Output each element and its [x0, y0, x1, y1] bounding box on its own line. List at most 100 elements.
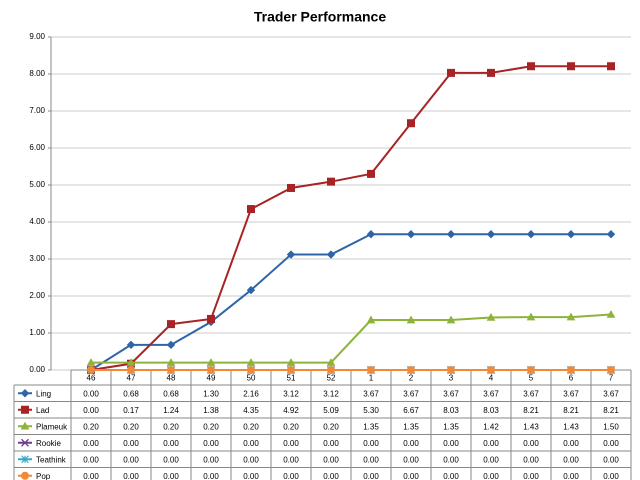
table-value: 5.09: [323, 406, 339, 415]
table-value: 0.00: [243, 455, 259, 464]
marker: [607, 62, 615, 71]
table-value: 0.00: [283, 439, 299, 448]
marker: [366, 230, 376, 239]
table-value: 1.35: [363, 422, 379, 431]
table-value: 0.00: [203, 472, 219, 480]
table-value: 0.20: [123, 422, 139, 431]
marker: [527, 366, 535, 374]
marker: [286, 358, 296, 366]
marker: [246, 358, 256, 366]
table-value: 0.20: [243, 422, 259, 431]
table-value: 0.00: [443, 472, 459, 480]
chart-title: Trader Performance: [254, 9, 386, 25]
marker: [486, 312, 496, 321]
y-tick-label: 0.00: [29, 365, 45, 374]
x-tick-label: 4: [489, 374, 494, 383]
legend-label: Rookie: [36, 439, 61, 448]
table-value: 1.50: [603, 422, 619, 431]
table-value: 4.35: [243, 406, 259, 415]
marker: [326, 358, 336, 366]
marker: [487, 366, 495, 374]
table-value: 0.00: [83, 439, 99, 448]
marker: [207, 314, 215, 323]
table-value: 0.68: [163, 389, 179, 398]
table-value: 0.00: [323, 455, 339, 464]
table-value: 0.00: [563, 472, 579, 480]
table-value: 1.42: [483, 422, 499, 431]
table-value: 0.00: [443, 439, 459, 448]
table-value: 0.00: [403, 472, 419, 480]
marker: [166, 340, 176, 350]
table-value: 0.00: [603, 472, 619, 480]
table-value: 1.43: [563, 422, 579, 431]
marker: [526, 230, 536, 239]
table-value: 0.00: [203, 455, 219, 464]
table-value: 3.67: [483, 389, 499, 398]
marker: [606, 230, 616, 239]
table-value: 0.00: [83, 389, 99, 398]
marker: [206, 358, 216, 366]
table-value: 0.00: [283, 472, 299, 480]
marker: [327, 366, 335, 374]
marker: [127, 366, 135, 374]
table-value: 0.00: [443, 455, 459, 464]
table-value: 0.00: [163, 455, 179, 464]
table-value: 0.00: [483, 455, 499, 464]
marker: [166, 358, 176, 366]
marker: [486, 230, 496, 239]
y-tick-label: 2.00: [29, 291, 45, 300]
table-value: 0.20: [83, 422, 99, 431]
marker: [446, 315, 456, 324]
x-tick-label: 1: [369, 374, 374, 383]
marker: [287, 183, 295, 192]
x-tick-label: 46: [87, 374, 96, 383]
table-value: 0.00: [83, 406, 99, 415]
table-value: 1.43: [523, 422, 539, 431]
table-value: 0.00: [163, 472, 179, 480]
marker: [366, 315, 376, 324]
marker: [287, 366, 295, 374]
x-tick-label: 47: [127, 374, 136, 383]
y-tick-label: 8.00: [29, 69, 45, 78]
x-tick-label: 2: [409, 374, 414, 383]
marker: [566, 312, 576, 321]
table-value: 0.00: [283, 455, 299, 464]
table-value: 1.35: [403, 422, 419, 431]
x-tick-label: 5: [529, 374, 534, 383]
table-value: 0.00: [163, 439, 179, 448]
table-value: 0.00: [523, 439, 539, 448]
table-value: 4.92: [283, 406, 299, 415]
marker: [86, 358, 96, 366]
legend-label: Ling: [36, 389, 51, 398]
marker: [446, 230, 456, 239]
table-value: 0.20: [203, 422, 219, 431]
table-value: 1.30: [203, 389, 219, 398]
table-value: 0.20: [163, 422, 179, 431]
marker: [407, 119, 415, 128]
marker: [207, 366, 215, 374]
table-value: 0.00: [403, 439, 419, 448]
marker: [406, 315, 416, 324]
marker: [606, 309, 616, 318]
legend-label: Plameuk: [36, 422, 68, 431]
table-value: 1.38: [203, 406, 219, 415]
legend-label: Pop: [36, 472, 51, 480]
table-value: 8.21: [563, 406, 579, 415]
series-line: [90, 65, 611, 371]
table-value: 0.00: [323, 472, 339, 480]
table-value: 8.03: [483, 406, 499, 415]
legend-label: Teathink: [36, 455, 67, 464]
table-value: 8.21: [603, 406, 619, 415]
table-value: 0.20: [323, 422, 339, 431]
marker: [247, 205, 255, 214]
table-value: 3.67: [363, 389, 379, 398]
marker: [167, 366, 175, 374]
table-value: 0.00: [83, 455, 99, 464]
marker: [126, 358, 136, 366]
table-value: 5.30: [363, 406, 379, 415]
x-tick-label: 51: [287, 374, 296, 383]
marker: [87, 366, 95, 374]
